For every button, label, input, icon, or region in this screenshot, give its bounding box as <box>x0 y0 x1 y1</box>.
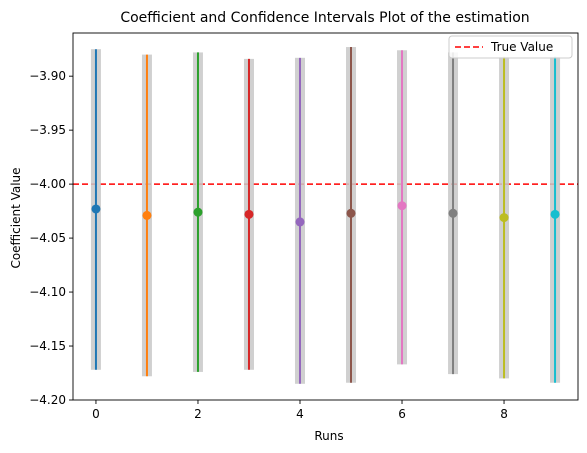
y-tick-label--4: −4.00 <box>29 177 66 191</box>
x-tick-label-2: 2 <box>194 407 202 421</box>
y-tick-label--4.15: −4.15 <box>29 339 66 353</box>
x-tick-label-6: 6 <box>398 407 406 421</box>
data-point-8 <box>499 213 509 223</box>
data-point-9 <box>550 209 560 219</box>
data-point-3 <box>244 209 254 219</box>
y-tick-label--4.2: −4.20 <box>29 393 66 407</box>
y-tick-label--3.95: −3.95 <box>29 123 66 137</box>
x-tick-label-8: 8 <box>500 407 508 421</box>
axes-frame <box>72 32 579 401</box>
data-point-2 <box>193 207 203 217</box>
x-tick-label-4: 4 <box>296 407 304 421</box>
y-tick-label--4.1: −4.10 <box>29 285 66 299</box>
data-point-4 <box>295 217 305 227</box>
y-tick-label--3.9: −3.90 <box>29 69 66 83</box>
axes: 0 2 4 6 8 −3.90 −3.95 −4.00 −4.05 −4.10 −4.15 −4.20 <box>29 32 579 421</box>
y-axis-label: Coefficient Value <box>9 167 23 268</box>
y-tick-label--4.05: −4.05 <box>29 231 66 245</box>
data-point-6 <box>397 201 407 211</box>
x-axis-label: Runs <box>314 429 343 443</box>
data-point-1 <box>142 210 152 220</box>
legend-label-true-value: True Value <box>490 40 553 54</box>
x-tick-label-0: 0 <box>92 407 100 421</box>
legend-box <box>448 35 573 59</box>
data-point-5 <box>346 208 356 218</box>
data-point-0 <box>91 204 101 214</box>
data-point-7 <box>448 208 458 218</box>
legend: True Value <box>448 35 573 59</box>
chart-title: Coefficient and Confidence Intervals Plo… <box>120 10 529 26</box>
plot-area <box>73 47 578 384</box>
